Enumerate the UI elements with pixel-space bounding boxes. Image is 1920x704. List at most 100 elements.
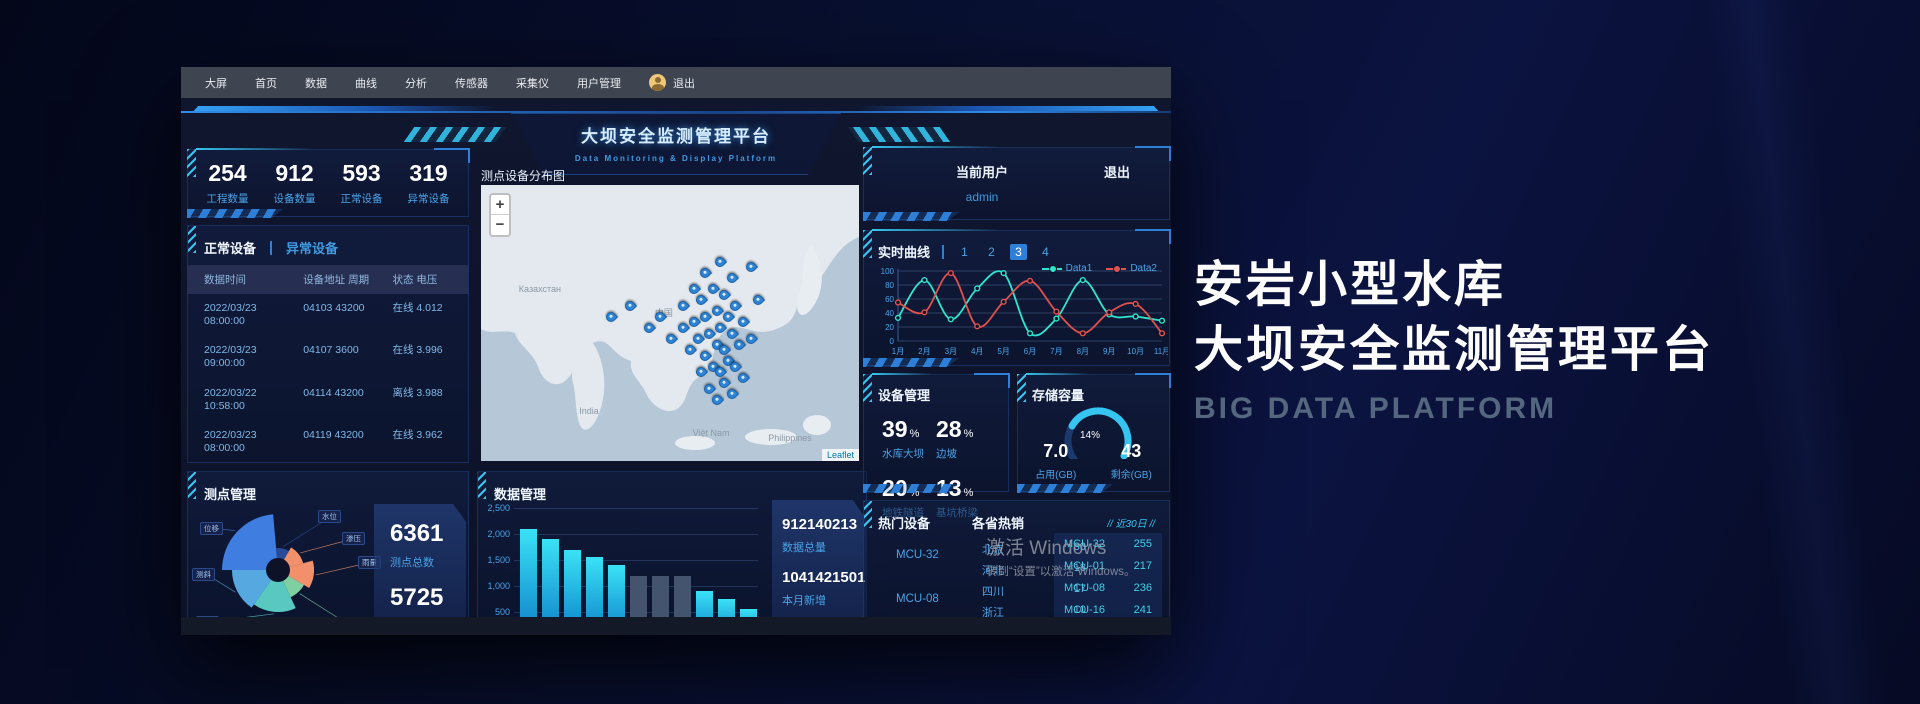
corner-line (872, 146, 1001, 148)
data-bar (520, 528, 537, 632)
leaflet-attribution[interactable]: Leaflet (821, 449, 859, 461)
storage-used-value: 7.0 (1043, 441, 1069, 461)
data-new-label: 本月新增 (782, 595, 826, 607)
province-sales-title: 各省热销 (972, 516, 1025, 531)
device-mgmt-title: 设备管理 (878, 388, 931, 403)
points-info-box: 6361 测点总数 5725 本月新增 (374, 504, 466, 632)
top-navbar: 大屏 首页 数据 曲线 分析 传感器 采集仪 用户管理 退出 (181, 67, 1171, 98)
ranking-row: MCU-08 236 (1054, 577, 1162, 599)
nav-item-大屏[interactable]: 大屏 (205, 77, 227, 90)
device-mgmt-value: 39% (882, 416, 920, 442)
table-cell: 04119 43200 (303, 428, 364, 441)
svg-text:9月: 9月 (1103, 347, 1115, 356)
curve-tab-3[interactable]: 3 (1010, 243, 1028, 260)
table-row[interactable]: 2022/03/22 10:58:00 04114 43200 离线 3.988 (188, 379, 468, 421)
table-tab-异常设备[interactable]: 异常设备 (286, 241, 339, 256)
device-mgmt-value: 28% (936, 416, 974, 442)
table-row[interactable]: 2022/03/23 08:00:00 04103 43200 在线 4.012 (188, 294, 468, 336)
headline-line2: 大坝安全监测管理平台 (1194, 322, 1715, 377)
stat-value: 912 (275, 160, 314, 186)
ranking-device-name: MCU-08 (1064, 582, 1105, 594)
table-cell: 04107 3600 (303, 344, 359, 357)
corner-zigzag-icon (1017, 374, 1026, 402)
nav-item-采集仪[interactable]: 采集仪 (516, 77, 549, 90)
corner-line (872, 229, 1001, 231)
hot-device-item[interactable]: MCU-32 (896, 549, 939, 561)
ranking-device-value: 217 (1133, 560, 1152, 572)
table-row[interactable]: 2022/03/23 09:00:00 04107 3600 在线 3.996 (188, 336, 468, 378)
curve-tab-1[interactable]: 1 (961, 244, 968, 259)
corner-line (196, 225, 314, 226)
platform-title: 大坝安全监测管理平台 (581, 127, 771, 146)
table-cell: 2022/03/23 08:00:00 (204, 428, 257, 454)
legend-label: Data2 (1130, 263, 1157, 274)
realtime-panel-title: 实时曲线 (878, 245, 931, 260)
curve-tab-2[interactable]: 2 (988, 244, 995, 259)
nav-item-首页[interactable]: 首页 (255, 77, 277, 90)
stat-label: 正常设备 (340, 193, 383, 205)
bar-gridline (514, 560, 758, 561)
stat-label: 异常设备 (407, 193, 450, 205)
ranking-device-value: 255 (1133, 538, 1152, 550)
table-tab-正常设备[interactable]: 正常设备 (204, 241, 257, 256)
corner-bracket (1135, 373, 1171, 388)
table-row[interactable]: 2022/03/23 08:00:00 04119 43200 在线 3.962 (188, 421, 468, 462)
svg-text:60: 60 (885, 295, 894, 304)
stats-panel: 254 工程数量 912 设备数量 593 正常设备 319 异常设备 (187, 148, 470, 218)
table-cell: 在线 4.012 (392, 302, 443, 314)
logout-button[interactable]: 退出 (1104, 165, 1131, 180)
corner-zigzag-icon (863, 147, 872, 175)
corner-line (196, 148, 314, 150)
hot-device-item[interactable]: MCU-08 (896, 593, 939, 605)
province-value: 30 (1073, 541, 1086, 553)
rose-segment-label: 位移 (200, 522, 223, 535)
storage-percent: 14% (1080, 430, 1101, 441)
bar-ytick-label: 2,500 (487, 503, 510, 513)
map-zoom-out-button[interactable]: − (495, 216, 505, 233)
nav-item-分析[interactable]: 分析 (405, 77, 427, 90)
realtime-line-chart: 0 20 40 60 80 100 1月 2月 3月 4月 5月 6月 7月 8月 9月 10月 11月 (881, 267, 1168, 356)
current-username: admin (965, 190, 999, 204)
table-cell: 2022/03/22 10:58:00 (204, 386, 257, 412)
corner-bracket (434, 226, 468, 239)
nav-item-用户管理[interactable]: 用户管理 (577, 77, 621, 90)
legend-item-Data2[interactable]: Data2 (1106, 263, 1157, 274)
table-column-header: 数据时间 (204, 274, 246, 286)
data-bar-chart: 2,500 2,000 1,500 1,000 500 (478, 500, 768, 632)
corner-bracket (1135, 501, 1169, 514)
svg-text:0: 0 (890, 337, 895, 346)
province-name: 北京 (982, 544, 1004, 556)
stat-value: 254 (208, 160, 247, 186)
platform-subtitle: Data Monitoring & Display Platform (574, 154, 778, 163)
map-zoom-in-button[interactable]: + (491, 195, 509, 215)
ranking-device-name: MCU-16 (1064, 604, 1105, 616)
table-cell: 04103 43200 (303, 302, 365, 314)
nav-logout-button[interactable]: 退出 (673, 77, 695, 90)
data-info-box: 912140213 数据总量 1041421501 本月新增 (772, 500, 866, 632)
province-name: 浙江 (982, 607, 1004, 619)
data-panel-title: 数据管理 (494, 487, 547, 502)
storage-free-label: 剩余(GB) (1110, 470, 1152, 481)
corner-zigzag-icon (187, 149, 196, 177)
corner-zigzag-icon (864, 501, 872, 528)
svg-text:6月: 6月 (1024, 347, 1036, 356)
nav-user-group: 退出 (649, 74, 695, 91)
stat-item: 319 异常设备 (408, 160, 450, 206)
nav-item-数据[interactable]: 数据 (305, 77, 327, 90)
curve-tab-4[interactable]: 4 (1042, 244, 1049, 259)
nav-item-曲线[interactable]: 曲线 (355, 77, 377, 90)
headline-line1: 安岩小型水库 (1194, 258, 1507, 312)
screenshot-bottom-edge (181, 617, 1171, 635)
legend-item-Data1[interactable]: Data1 (1041, 263, 1092, 274)
table-column-header: 状态 电压 (392, 274, 438, 286)
nav-item-传感器[interactable]: 传感器 (455, 77, 488, 90)
bar-ytick-label: 1,000 (487, 581, 510, 591)
tab-divider (270, 240, 273, 255)
corner-line (1026, 373, 1090, 375)
bar-ytick-label: 1,500 (487, 555, 510, 565)
corner-line (196, 471, 314, 472)
corner-bracket (1135, 229, 1171, 244)
device-table-panel: 正常设备 异常设备 数据时间 设备地址 周期 状态 电压 2022/03/23 08:0… (187, 225, 469, 463)
ranking-device-value: 241 (1133, 604, 1152, 616)
